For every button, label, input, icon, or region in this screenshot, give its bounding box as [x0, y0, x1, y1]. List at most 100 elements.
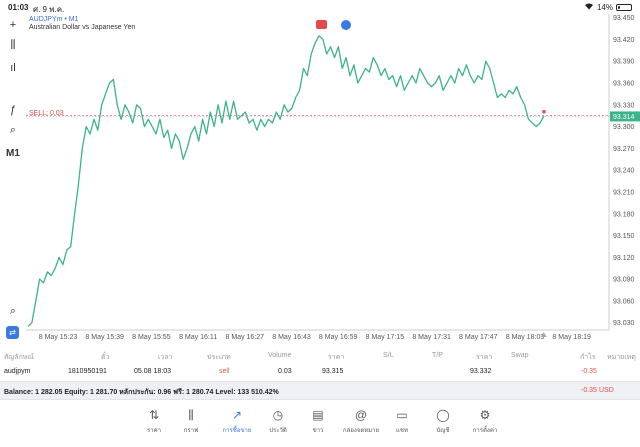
y-tick-label: 93.270 — [613, 146, 635, 153]
x-tick-label: 8 May 18:03 — [506, 334, 545, 341]
history-icon: ◷ — [272, 408, 284, 422]
tab-mailbox[interactable]: @ กล่องจดหมาย — [341, 405, 381, 443]
tab-label: แชท — [396, 428, 408, 434]
price-series-line — [27, 35, 545, 327]
current-price-label: 93.314 — [613, 114, 635, 121]
y-tick-label: 93.090 — [613, 277, 635, 284]
trade-icon[interactable]: ⇄ — [6, 326, 19, 339]
chart-description: Australian Dollar vs Japanese Yen — [29, 24, 136, 31]
y-tick-label: 93.210 — [613, 189, 635, 196]
tab-label: ราคา — [147, 428, 161, 434]
news-icon: ▤ — [312, 408, 324, 422]
tab-label: การตั้งค่า — [472, 428, 498, 434]
x-tick-label: 8 May 18:19 — [552, 334, 591, 341]
y-tick-label: 93.330 — [613, 102, 635, 109]
indicator-red-icon[interactable] — [316, 20, 327, 29]
col-sl: S/L — [383, 352, 394, 359]
crosshair-icon[interactable]: + — [9, 19, 17, 31]
positions-table: สัญลักษณ์ ตั๋ว เวลา ประเภท Volume ราคา S… — [0, 346, 640, 380]
x-tick-label: 8 May 16:11 — [179, 334, 217, 341]
y-tick-label: 93.150 — [613, 233, 635, 240]
gear-icon: ⚙ — [479, 408, 491, 422]
col-ticket: ตั๋ว — [101, 354, 110, 361]
col-type: ประเภท — [207, 354, 231, 361]
tab-trade[interactable]: ↗ การซื้อขาย — [217, 405, 257, 443]
tab-news[interactable]: ▤ ข่าว — [298, 405, 338, 443]
total-profit: -0.35 — [581, 387, 597, 394]
tab-chat[interactable]: ▭ แชท — [382, 405, 422, 443]
tab-chart[interactable]: ⫼ กราฟ — [171, 405, 211, 443]
y-tick-label: 93.030 — [613, 320, 635, 327]
chat-icon: ▭ — [396, 408, 408, 422]
indicator-blue-icon[interactable] — [341, 20, 351, 30]
position-profit: -0.35 — [581, 368, 597, 375]
status-indicators: 14% — [584, 2, 632, 12]
x-tick-label: 8 May 16:43 — [272, 334, 311, 341]
col-swap: Swap — [511, 352, 529, 359]
col-volume: Volume — [268, 352, 292, 359]
balance-summary: Balance: 1 282.05 Equity: 1 281.70 หลักป… — [4, 389, 279, 396]
x-tick-label: 8 May 17:47 — [459, 334, 498, 341]
y-tick-label: 93.240 — [613, 168, 635, 175]
position-ticket: 1810950191 — [68, 368, 107, 375]
bottom-tab-bar: ⇅ ราคา ⫼ กราฟ ↗ การซื้อขาย ◷ ประวัติ ▤ ข่าว @… — [0, 401, 640, 447]
function-icon[interactable]: ƒ — [9, 104, 17, 116]
timeframe-button[interactable]: M1 — [6, 147, 20, 159]
account-currency: USD — [599, 387, 614, 394]
objects-icon[interactable]: ⌕ — [9, 123, 17, 136]
tab-history[interactable]: ◷ ประวัติ — [258, 405, 298, 443]
battery-icon — [616, 3, 632, 11]
tab-label: กล่องจดหมาย — [342, 428, 380, 434]
y-tick-label: 93.360 — [613, 81, 635, 88]
col-profit: กำไร — [580, 354, 596, 361]
x-tick-label: 8 May 15:55 — [132, 334, 171, 341]
chart-icon: ⫼ — [188, 408, 194, 422]
tab-account[interactable]: ◯ บัญชี — [423, 405, 463, 443]
col-open-price: ราคา — [328, 354, 345, 361]
search-chart-icon[interactable]: ⌕ — [9, 304, 17, 317]
chart-canvas[interactable]: 93.450 93.420 93.390 93.360 93.330 93.300 93.2… — [26, 14, 640, 344]
wifi-icon — [584, 2, 594, 12]
price-tag — [610, 111, 640, 122]
y-tick-label: 93.420 — [613, 37, 635, 44]
y-tick-label: 93.060 — [613, 298, 635, 305]
tab-label: ข่าว — [312, 428, 324, 434]
battery-percent: 14% — [596, 2, 613, 12]
price-chart[interactable]: 93.450 93.420 93.390 93.360 93.330 93.300 93.2… — [26, 14, 640, 344]
y-tick-label: 93.180 — [613, 211, 635, 218]
tab-settings[interactable]: ⚙ การตั้งค่า — [465, 405, 505, 443]
mailbox-icon: @ — [354, 408, 368, 422]
tab-label: การซื้อขาย — [222, 428, 252, 434]
table-row[interactable]: audjpym 1810950191 05.08 18:03 sell 0.03… — [0, 366, 640, 380]
order-marker-icon — [542, 109, 546, 114]
y-tick-label: 93.120 — [613, 255, 635, 262]
clock: 01:03 — [8, 3, 29, 12]
y-tick-label: 93.390 — [613, 59, 635, 66]
tab-label: กราฟ — [183, 428, 199, 434]
col-price: ราคา — [476, 354, 493, 361]
x-tick-label: 8 May 16:59 — [319, 334, 358, 341]
period-marker-icon — [540, 332, 547, 337]
position-time: 05.08 18:03 — [134, 368, 171, 375]
tab-quotes[interactable]: ⇅ ราคา — [134, 405, 174, 443]
candlestick-icon[interactable]: ⫼ — [10, 38, 16, 51]
col-comment: หมายเหตุ — [607, 354, 636, 361]
quotes-icon: ⇅ — [148, 408, 160, 422]
balance-bar: Balance: 1 282.05 Equity: 1 281.70 หลักป… — [0, 381, 640, 400]
position-open-price: 93.315 — [322, 368, 344, 375]
col-symbol: สัญลักษณ์ — [4, 354, 34, 361]
date: ศ. 9 พ.ค. — [33, 5, 65, 14]
chart-symbol: AUDJPYm • M1 — [29, 16, 79, 23]
col-time: เวลา — [158, 354, 173, 361]
x-tick-label: 8 May 16:27 — [226, 334, 265, 341]
tab-label: ประวัติ — [269, 428, 287, 434]
account-icon: ◯ — [436, 408, 450, 422]
position-symbol: audjpym — [4, 368, 31, 375]
col-tp: T/P — [432, 352, 443, 359]
x-tick-label: 8 May 15:39 — [85, 334, 124, 341]
tab-label: บัญชี — [436, 428, 450, 434]
chart-toolbar: + ⫼ ıl ƒ ⌕ M1 ⌕ ⇄ — [0, 14, 26, 344]
position-volume: 0.03 — [278, 368, 292, 375]
indicators-icon[interactable]: ıl — [10, 62, 16, 74]
x-tick-label: 8 May 17:15 — [366, 334, 405, 341]
